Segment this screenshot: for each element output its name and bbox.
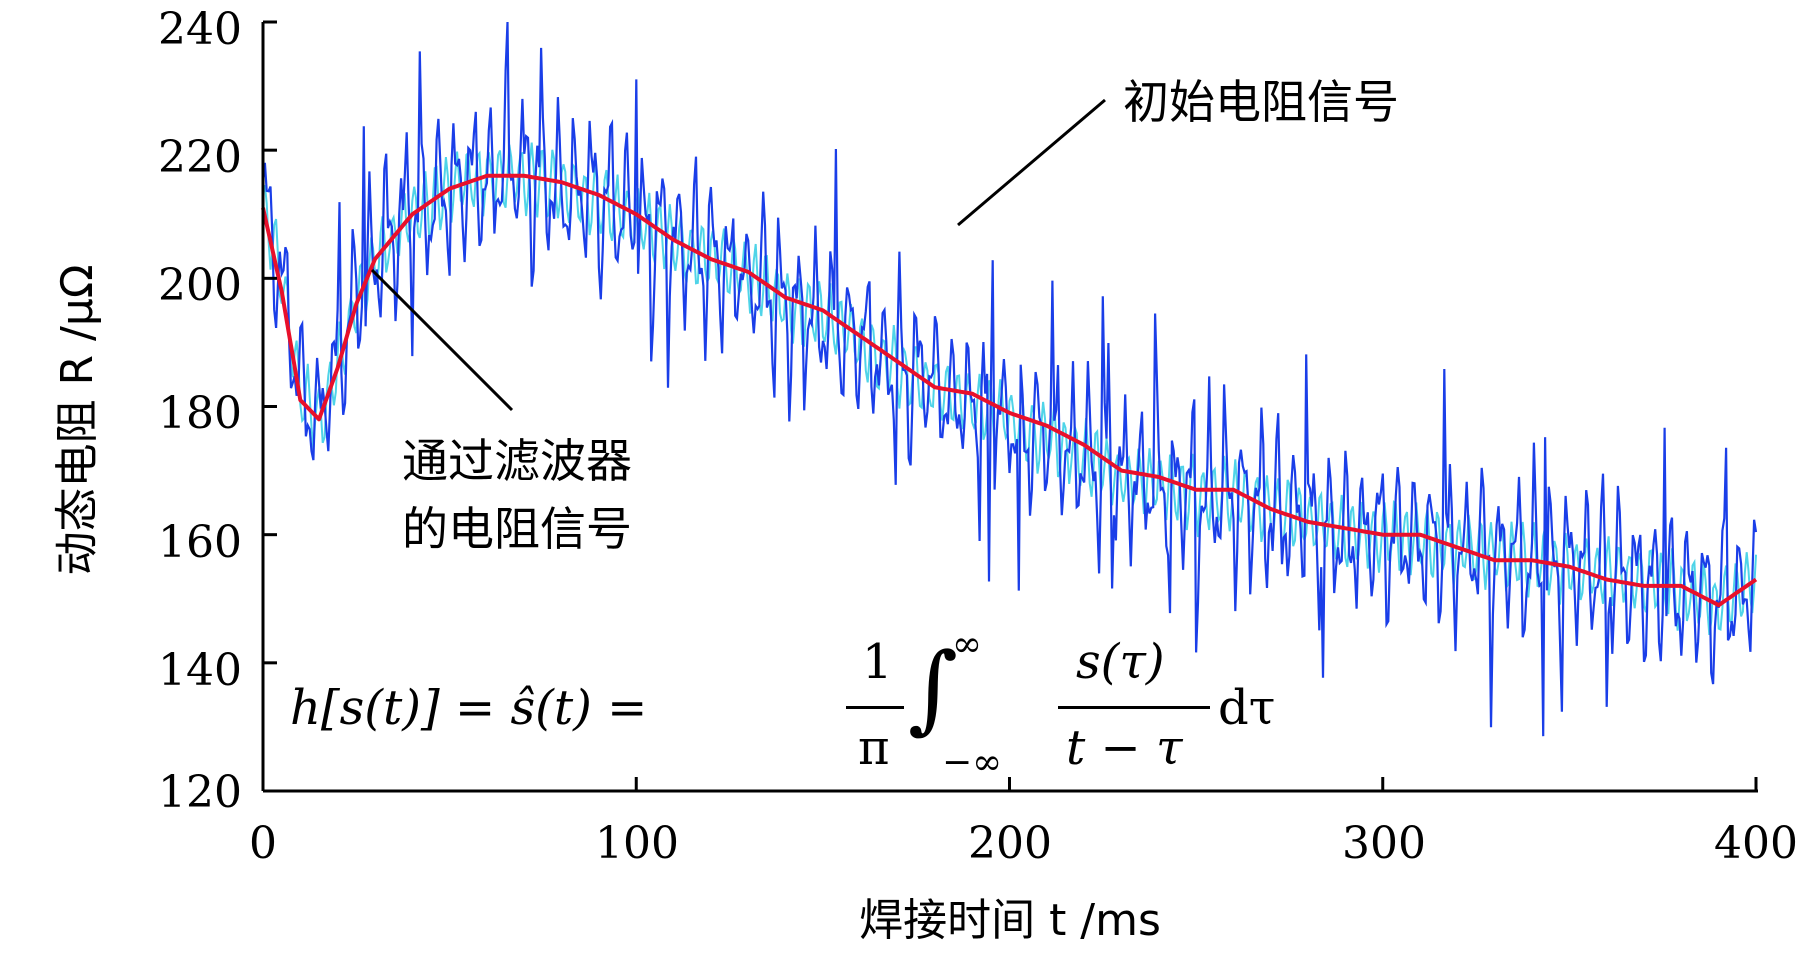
plot-area bbox=[261, 21, 1758, 737]
series-filtered-signal bbox=[261, 173, 1758, 608]
annotation-raw-label: 初始电阻信号 bbox=[1123, 75, 1399, 129]
x-tick-label: 300 bbox=[1342, 818, 1426, 869]
annotation-raw: 初始电阻信号 bbox=[957, 75, 1399, 227]
x-tick-label: 200 bbox=[968, 818, 1052, 869]
x-tick-label: 400 bbox=[1714, 818, 1798, 869]
formula: h[s(t)] = ŝ(t) = 1 π ∫ ∞ −∞ s(τ) t − τ d… bbox=[290, 624, 1310, 788]
formula-lhs: h[s(t)] = ŝ(t) = bbox=[290, 680, 648, 736]
y-tick-labels: 240 220 200 180 160 140 120 bbox=[158, 4, 242, 818]
y-tick-label: 120 bbox=[158, 767, 242, 818]
y-tick-label: 200 bbox=[158, 260, 242, 311]
annotation-filtered: 通过滤波器 的电阻信号 bbox=[370, 268, 632, 556]
annotation-leader-filtered bbox=[370, 268, 514, 412]
y-axis-label: 动态电阻 R /μΩ bbox=[52, 265, 103, 576]
formula-frac2-num: s(τ) bbox=[1076, 634, 1165, 690]
annotation-leader-raw bbox=[957, 98, 1106, 227]
annotation-filtered-label-2: 的电阻信号 bbox=[402, 502, 632, 556]
y-tick-label: 220 bbox=[158, 132, 242, 183]
formula-integral-upper: ∞ bbox=[952, 624, 982, 665]
formula-integral-lower: −∞ bbox=[942, 742, 1003, 783]
x-tick-labels: 0 100 200 300 400 bbox=[249, 818, 1798, 869]
formula-tail: dτ bbox=[1218, 680, 1276, 736]
formula-frac1-num: 1 bbox=[862, 634, 893, 690]
y-tick-label: 160 bbox=[158, 517, 242, 568]
series-raw-signal bbox=[261, 21, 1758, 737]
formula-frac2-bar bbox=[1058, 706, 1210, 709]
y-tick-label: 140 bbox=[158, 645, 242, 696]
formula-frac2-den: t − τ bbox=[1066, 720, 1183, 776]
x-tick-label: 100 bbox=[595, 818, 679, 869]
x-axis-label: 焊接时间 t /ms bbox=[859, 895, 1161, 946]
annotation-filtered-label-1: 通过滤波器 bbox=[402, 434, 632, 488]
formula-frac1-bar bbox=[846, 706, 904, 709]
formula-integral-sign: ∫ bbox=[908, 632, 959, 744]
y-tick-label: 180 bbox=[158, 388, 242, 439]
x-tick-label: 0 bbox=[249, 818, 277, 869]
formula-frac1-den: π bbox=[858, 720, 890, 776]
tick-marks bbox=[261, 20, 1758, 793]
y-tick-label: 240 bbox=[158, 4, 242, 55]
